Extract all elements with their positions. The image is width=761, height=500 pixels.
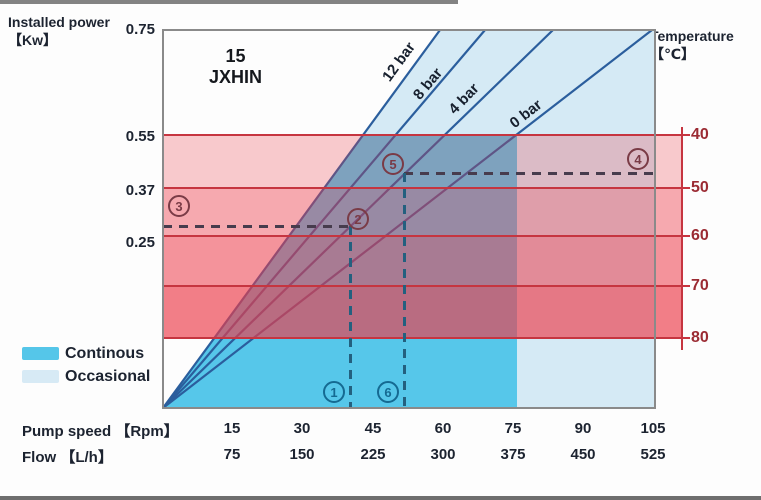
flow-tick-525: 525 <box>640 446 666 463</box>
temperature-line-70 <box>163 285 682 287</box>
temperature-band-70-80 <box>163 286 682 338</box>
temperature-tick-50: 50 <box>691 179 709 196</box>
dashed-line-power-044 <box>404 172 653 175</box>
marker-3: 3 <box>168 195 190 217</box>
legend: Continous Occasional <box>22 342 150 388</box>
model-designation: 15 JXHIN <box>193 46 278 88</box>
pump-speed-axis-label: Pump speed 【Rpm】 <box>22 423 179 440</box>
legend-label-continuous: Continous <box>65 344 145 362</box>
line-12bar <box>163 30 441 408</box>
temperature-tick-mark <box>675 134 690 136</box>
power-axis-title-text: Installed power <box>8 14 110 30</box>
occasional-swatch <box>22 370 59 383</box>
power-axis-title: Installed power 【Kw】 <box>8 13 110 49</box>
marker-5: 5 <box>382 153 404 175</box>
flow-tick-300: 300 <box>430 446 456 463</box>
temperature-line-60 <box>163 235 682 237</box>
speed-tick-30: 30 <box>293 420 311 437</box>
line-8bar <box>163 30 486 408</box>
marker-1: 1 <box>323 381 345 403</box>
temperature-line-40 <box>163 134 682 136</box>
flow-tick-150: 150 <box>289 446 315 463</box>
dashed-line-speed-51 <box>403 173 406 408</box>
temperature-tick-60: 60 <box>691 227 709 244</box>
marker-6: 6 <box>377 381 399 403</box>
temperature-tick-mark <box>675 285 690 287</box>
temperature-tick-mark <box>675 187 690 189</box>
power-axis-unit: 【Kw】 <box>8 32 57 48</box>
flow-tick-225: 225 <box>360 446 386 463</box>
temperature-axis-line <box>681 127 683 350</box>
plot-border <box>162 29 656 409</box>
speed-tick-15: 15 <box>223 420 241 437</box>
legend-item-continuous: Continous <box>22 342 150 365</box>
temperature-line-50 <box>163 187 682 189</box>
model-name: JXHIN <box>208 67 262 87</box>
line-0bar <box>163 30 653 408</box>
plot-area: 40 50 60 70 80 3 2 5 4 1 6 12 bar 8 bar … <box>162 29 709 409</box>
temperature-axis-title: Temperature 【℃】 <box>650 27 734 63</box>
temperature-tick-70: 70 <box>691 277 709 294</box>
flow-tick-450: 450 <box>570 446 596 463</box>
temperature-tick-80: 80 <box>691 329 709 346</box>
power-tick-055: 0.55 <box>125 128 155 145</box>
photo-edge-artifact <box>0 0 458 4</box>
speed-tick-75: 75 <box>504 420 522 437</box>
speed-tick-60: 60 <box>434 420 452 437</box>
temperature-tick-40: 40 <box>691 126 709 143</box>
power-tick-075: 0.75 <box>125 21 155 38</box>
temperature-tick-mark <box>675 235 690 237</box>
photo-edge-artifact <box>0 496 761 500</box>
temperature-tick-mark <box>675 337 690 339</box>
legend-label-occasional: Occasional <box>65 367 151 385</box>
continuous-swatch <box>22 347 59 360</box>
temperature-axis-unit: 【℃】 <box>650 46 695 62</box>
legend-item-occasional: Occasional <box>22 365 150 388</box>
power-tick-025: 0.25 <box>125 234 155 251</box>
temperature-band-60-70 <box>163 236 682 286</box>
dashed-line-power-029 <box>163 225 351 228</box>
marker-4: 4 <box>627 148 649 170</box>
temperature-band-50-60 <box>163 188 682 236</box>
speed-tick-45: 45 <box>364 420 382 437</box>
flow-tick-75: 75 <box>223 446 241 463</box>
temperature-line-80 <box>163 337 682 339</box>
temperature-axis-title-text: Temperature <box>650 28 734 44</box>
dashed-line-speed-40 <box>349 226 352 408</box>
speed-tick-105: 105 <box>640 420 666 437</box>
power-tick-037: 0.37 <box>125 182 155 199</box>
model-size: 15 <box>225 46 246 66</box>
flow-tick-375: 375 <box>500 446 526 463</box>
flow-axis-label: Flow 【L/h】 <box>22 449 113 466</box>
marker-2: 2 <box>347 208 369 230</box>
speed-tick-90: 90 <box>574 420 592 437</box>
temperature-band-40-50 <box>163 135 682 188</box>
